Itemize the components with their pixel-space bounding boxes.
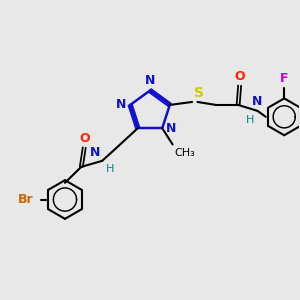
Text: N: N: [90, 146, 100, 159]
Text: O: O: [234, 70, 245, 83]
Text: O: O: [79, 131, 90, 145]
Text: Br: Br: [18, 193, 34, 206]
Text: N: N: [252, 95, 263, 108]
Text: CH₃: CH₃: [174, 148, 195, 158]
Text: N: N: [145, 74, 155, 87]
Text: F: F: [280, 72, 289, 85]
Text: H: H: [246, 115, 254, 125]
Text: S: S: [194, 86, 204, 100]
Text: H: H: [106, 164, 114, 174]
Text: N: N: [116, 98, 127, 111]
Text: N: N: [166, 122, 176, 135]
